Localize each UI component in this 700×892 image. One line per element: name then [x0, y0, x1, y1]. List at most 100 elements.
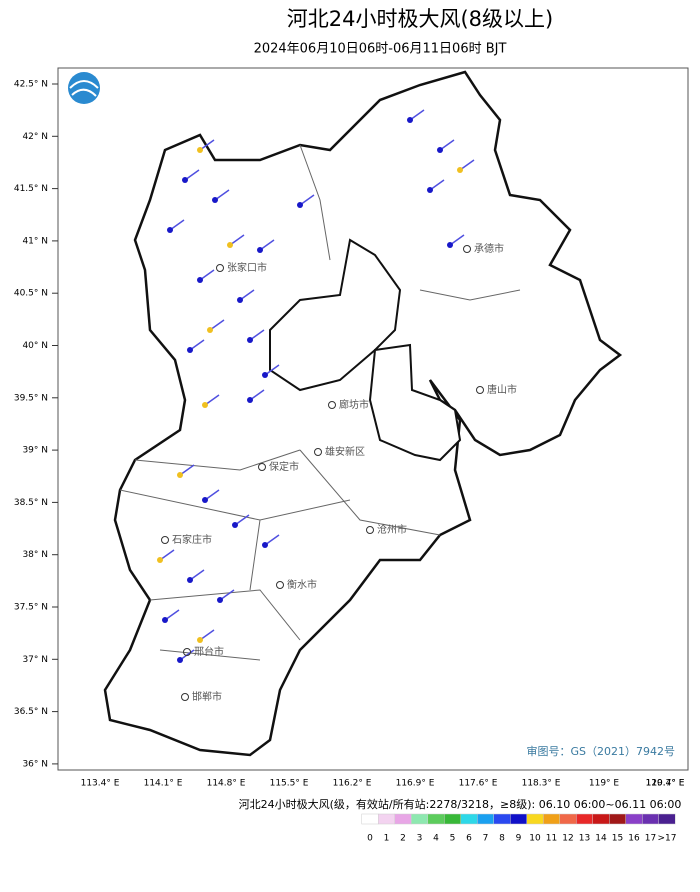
lat-tick-label: 36° N	[22, 759, 48, 769]
city-label: 保定市	[269, 460, 299, 473]
lat-tick-label: 41.5° N	[14, 184, 48, 194]
lat-tick-label: 39.5° N	[14, 393, 48, 403]
legend-swatch	[493, 813, 511, 825]
station-dot	[212, 197, 218, 203]
station-dot	[187, 347, 193, 353]
station-dot	[202, 497, 208, 503]
legend-swatch	[477, 813, 494, 825]
city-marker	[161, 536, 169, 544]
station-dot	[182, 177, 188, 183]
city-label: 石家庄市	[172, 533, 212, 546]
legend-swatch	[625, 813, 643, 825]
legend-swatch	[361, 813, 379, 825]
city-marker	[328, 401, 336, 409]
city-marker	[183, 648, 191, 656]
lat-tick-label: 42.5° N	[14, 80, 48, 90]
station-dot	[162, 617, 168, 623]
city-label: 邯郸市	[192, 690, 222, 703]
legend-swatch	[609, 813, 626, 825]
legend-swatch	[411, 813, 428, 825]
legend-label: >17	[658, 834, 677, 844]
beijing-outline	[269, 238, 402, 392]
city-marker	[276, 581, 284, 589]
lon-tick-label: 116.9° E	[396, 779, 435, 789]
lon-tick-label: 114.8° E	[207, 779, 246, 789]
lon-tick-label: 117.6° E	[459, 779, 498, 789]
city-borders	[119, 144, 521, 661]
legend-label: 4	[433, 834, 439, 844]
lat-tick-label: 39° N	[22, 446, 48, 456]
legend-label: 3	[417, 834, 423, 844]
station-dot	[257, 247, 263, 253]
legend-label: 7	[483, 834, 489, 844]
station-dot	[227, 242, 233, 248]
lat-tick-label: 36.5° N	[14, 707, 48, 717]
legend-swatch	[526, 813, 544, 825]
station-dot	[447, 242, 453, 248]
station-dot	[217, 597, 223, 603]
station-dot	[297, 202, 303, 208]
city-label: 唐山市	[487, 383, 517, 396]
subtitle: 2024年06月10日06时-06月11日06时 BJT	[254, 42, 507, 57]
city-label: 衡水市	[287, 578, 317, 591]
legend-swatch	[592, 813, 610, 825]
legend-swatch	[576, 813, 593, 825]
legend-swatch	[427, 813, 445, 825]
legend-swatch	[642, 813, 659, 825]
city-marker	[463, 245, 471, 253]
lon-tick-label: 115.5° E	[270, 779, 309, 789]
station-dot	[457, 167, 463, 173]
station-dot	[197, 637, 203, 643]
legend-swatch	[658, 813, 676, 825]
station-dot	[247, 397, 253, 403]
lat-tick-label: 40.5° N	[14, 289, 48, 299]
lon-tick-label: 119.7° E	[646, 779, 685, 789]
lon-tick-label: 116.2° E	[333, 779, 372, 789]
lat-tick-label: 42° N	[22, 132, 48, 142]
station-dot	[157, 557, 163, 563]
logo-mark	[69, 80, 99, 97]
legend-swatch	[394, 813, 412, 825]
legend-swatch	[444, 813, 461, 825]
legend-label: 15	[612, 834, 623, 844]
lat-tick-label: 37° N	[22, 655, 48, 665]
lon-tick-label: 119° E	[589, 779, 620, 789]
city-marker	[366, 526, 374, 534]
city-label: 沧州市	[377, 523, 407, 536]
station-dot	[187, 577, 193, 583]
city-marker	[476, 386, 484, 394]
lon-tick-label: 118.3° E	[522, 779, 561, 789]
title: 河北24小时极大风(8级以上)	[287, 7, 553, 31]
legend-label: 6	[466, 834, 472, 844]
legend-swatch	[559, 813, 577, 825]
lat-tick-label: 38.5° N	[14, 498, 48, 508]
station-dot	[177, 657, 183, 663]
legend-label: 5	[450, 834, 456, 844]
city-marker	[216, 264, 224, 272]
lon-tick-label: 114.1° E	[144, 779, 183, 789]
station-dot	[197, 147, 203, 153]
wind-observations	[157, 109, 475, 663]
logo	[68, 72, 100, 104]
station-dot	[202, 402, 208, 408]
city-marker	[181, 693, 189, 701]
city-label: 邢台市	[194, 645, 224, 658]
legend-label: 0	[367, 834, 373, 844]
station-dot	[177, 472, 183, 478]
legend-label: 9	[516, 834, 522, 844]
lon-tick-label: 120.4° E	[646, 779, 685, 789]
legend-caption: 河北24小时极大风(级，有效站/所有站:2278/3218，≥8级): 06.1…	[239, 797, 682, 811]
city-label: 廊坊市	[339, 398, 369, 411]
station-dot	[197, 277, 203, 283]
legend-swatch	[543, 813, 560, 825]
station-dot	[167, 227, 173, 233]
city-marker	[258, 463, 266, 471]
city-marker	[314, 448, 322, 456]
legend-label: 8	[499, 834, 505, 844]
station-dot	[237, 297, 243, 303]
lat-tick-label: 38° N	[22, 550, 48, 560]
lat-tick-label: 37.5° N	[14, 603, 48, 613]
legend-label: 1	[384, 834, 390, 844]
legend-label: 17	[645, 834, 656, 844]
legend-label: 14	[595, 834, 607, 844]
